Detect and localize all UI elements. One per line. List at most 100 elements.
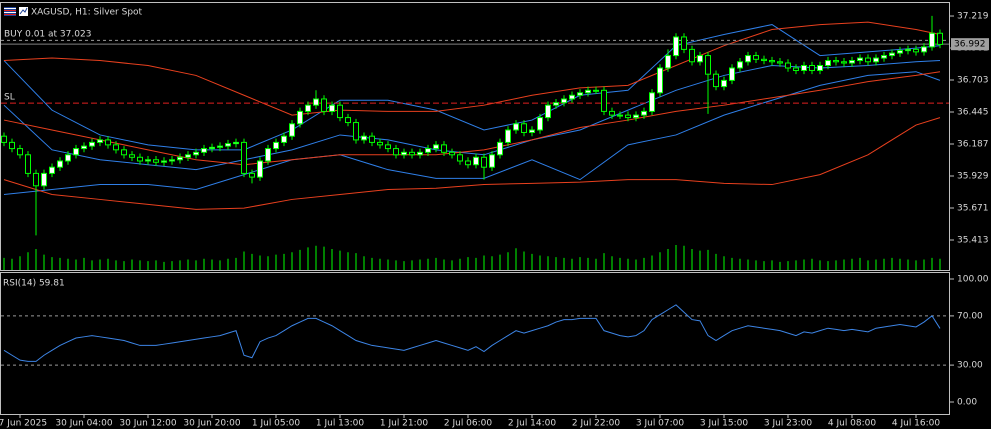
y-tick-label: 37.219: [957, 12, 989, 22]
candle-body: [33, 172, 39, 187]
y-tick-label: 70.00: [957, 311, 983, 321]
candle-body: [369, 135, 375, 143]
candle-body: [561, 98, 567, 104]
rsi-title: RSI(14) 59.81: [3, 279, 65, 289]
candle-body: [625, 114, 631, 119]
candle-body: [577, 92, 583, 96]
candle-body: [345, 117, 351, 124]
candle-body: [409, 151, 415, 156]
x-tick-label: 3 Jul 07:00: [636, 419, 685, 429]
candle-body: [585, 89, 591, 94]
candle-body: [521, 123, 527, 133]
band-line: [3, 21, 941, 116]
candle-body: [633, 114, 639, 119]
candle-body: [689, 48, 695, 63]
y-tick-label: 35.671: [957, 203, 989, 213]
candle-body: [441, 144, 447, 153]
chart-title: XAGUSD, H1: Silver Spot: [31, 8, 143, 18]
x-tick-label: 1 Jul 05:00: [252, 419, 301, 429]
candle-body: [817, 65, 823, 71]
x-tick-label: 4 Jul 08:00: [828, 419, 877, 429]
y-tick-label: 30.00: [957, 361, 983, 371]
candle-body: [305, 104, 311, 112]
band-line: [3, 24, 941, 151]
candle-body: [673, 36, 679, 57]
y-tick-label: 35.929: [957, 171, 989, 181]
candle-body: [433, 144, 439, 150]
candle-body: [553, 102, 559, 106]
candle-body: [121, 149, 127, 156]
y-tick-label: 36.703: [957, 76, 989, 86]
candle-body: [25, 154, 31, 174]
candle-body: [193, 151, 199, 156]
candle-body: [337, 104, 343, 119]
candle-body: [177, 156, 183, 161]
candle-body: [161, 160, 167, 163]
sl-label: SL: [4, 93, 15, 103]
rsi-plot: [1, 304, 949, 366]
candle-body: [713, 73, 719, 88]
y-tick-label: 0.00: [957, 398, 977, 408]
last-price-box: [951, 38, 989, 51]
x-tick-label: 4 Jul 16:00: [892, 419, 941, 429]
rsi-line: [3, 304, 941, 362]
candle-body: [753, 55, 759, 60]
candle-body: [865, 57, 871, 63]
rsi-frame: [0, 272, 950, 415]
candle-body: [465, 160, 471, 166]
candle-body: [329, 104, 335, 112]
y-tick-label: 36.445: [957, 108, 989, 118]
candle-body: [489, 154, 495, 168]
candle-body: [937, 32, 943, 45]
x-tick-label: 30 Jun 12:00: [119, 419, 176, 429]
y-tick-label: 36.187: [957, 140, 989, 150]
candle-body: [657, 67, 663, 94]
candle-body: [873, 57, 879, 63]
candle-body: [641, 110, 647, 116]
candle-body: [1, 135, 7, 143]
candle-body: [617, 114, 623, 117]
candle-body: [745, 55, 751, 63]
candle-body: [313, 98, 319, 106]
x-tick-label: 3 Jul 23:00: [764, 419, 813, 429]
candle-body: [825, 60, 831, 67]
candle-body: [249, 172, 255, 178]
candle-body: [697, 55, 703, 63]
candle-body: [105, 139, 111, 146]
candle-body: [537, 117, 543, 131]
candle-body: [393, 148, 399, 156]
candle-body: [241, 141, 247, 174]
candle-body: [201, 148, 207, 153]
candle-body: [681, 36, 687, 50]
candle-body: [609, 110, 615, 116]
x-tick-label: 1 Jul 13:00: [316, 419, 365, 429]
candle-body: [81, 145, 87, 150]
candle-body: [921, 46, 927, 53]
main-plot: [1, 15, 949, 270]
chart-icon: [19, 7, 28, 16]
candle-body: [449, 151, 455, 156]
x-tick-label: 27 Jun 2025: [0, 419, 47, 429]
candle-body: [777, 61, 783, 64]
candle-body: [849, 60, 855, 64]
candle-body: [137, 156, 143, 162]
candle-body: [97, 139, 103, 143]
candle-body: [457, 154, 463, 162]
candle-body: [57, 160, 63, 168]
candle-body: [113, 144, 119, 151]
candle-body: [9, 141, 15, 150]
candle-body: [153, 159, 159, 163]
x-tick-label: 30 Jun 20:00: [183, 419, 240, 429]
x-tick-label: 3 Jul 15:00: [700, 419, 749, 429]
candle-body: [897, 50, 903, 54]
candle-body: [217, 145, 223, 148]
candle-body: [401, 151, 407, 156]
candle-body: [721, 79, 727, 88]
candle-body: [769, 60, 775, 63]
candle-body: [417, 151, 423, 156]
band-line: [3, 71, 941, 166]
candle-body: [793, 67, 799, 71]
candle-body: [905, 48, 911, 52]
candle-body: [505, 129, 511, 143]
candle-body: [785, 62, 791, 69]
